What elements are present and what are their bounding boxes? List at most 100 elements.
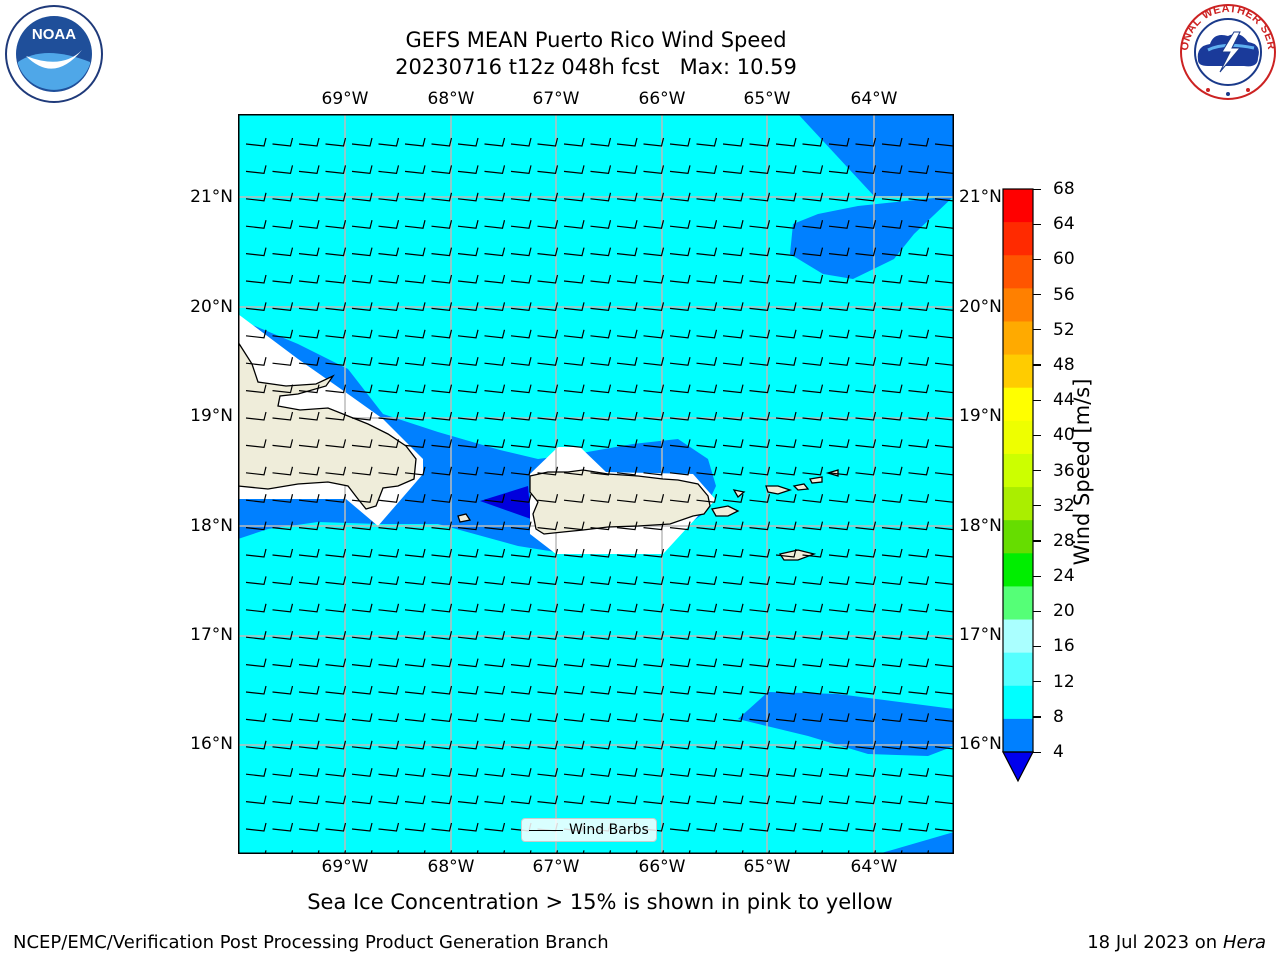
wind-barb bbox=[802, 329, 824, 339]
wind-barb bbox=[457, 822, 479, 832]
wind-barb bbox=[378, 822, 400, 832]
wind-barb bbox=[272, 768, 294, 777]
wind-barb bbox=[351, 548, 373, 558]
wind-barb bbox=[245, 302, 267, 312]
wind-barb bbox=[616, 631, 638, 640]
wind-barb bbox=[404, 685, 426, 695]
wind-barb bbox=[749, 576, 771, 586]
wind-barb bbox=[404, 384, 426, 394]
wind-barb bbox=[563, 494, 585, 503]
wind-barb bbox=[325, 439, 347, 449]
wind-barb bbox=[563, 302, 585, 312]
wind-barb bbox=[272, 439, 294, 449]
wind-barb bbox=[298, 713, 320, 723]
wind-barb bbox=[855, 247, 877, 257]
wind-barb bbox=[828, 384, 850, 394]
wind-barb bbox=[643, 411, 665, 421]
wind-barb bbox=[908, 740, 930, 750]
colorbar-tick-mark bbox=[1033, 188, 1041, 190]
wind-barb bbox=[855, 329, 877, 339]
wind-barb bbox=[351, 357, 373, 366]
wind-barb bbox=[696, 658, 718, 668]
wind-barb bbox=[828, 631, 850, 640]
wind-barb bbox=[696, 822, 718, 832]
wind-barb bbox=[431, 357, 453, 366]
wind-barb bbox=[881, 822, 903, 832]
wind-barb bbox=[616, 247, 638, 257]
wind-barb bbox=[537, 384, 559, 394]
wind-barb bbox=[669, 357, 691, 366]
wind-barb bbox=[643, 247, 665, 257]
colorbar-tick-mark bbox=[1033, 540, 1041, 542]
wind-barb bbox=[722, 439, 744, 449]
wind-barb bbox=[325, 822, 347, 832]
wind-barb bbox=[404, 439, 426, 449]
colorbar-band bbox=[1003, 487, 1033, 521]
wind-barb bbox=[616, 329, 638, 339]
colorbar-tick-label: 64 bbox=[1053, 214, 1075, 235]
wind-barb bbox=[404, 822, 426, 832]
wind-barb bbox=[881, 220, 903, 229]
wind-barb bbox=[802, 631, 824, 640]
wind-barb bbox=[828, 329, 850, 339]
wind-barb bbox=[510, 768, 532, 777]
wind-barb bbox=[749, 521, 771, 531]
wind-barb bbox=[643, 165, 665, 175]
wind-barb bbox=[828, 220, 850, 229]
wind-barb bbox=[802, 768, 824, 777]
wind-barb bbox=[590, 384, 612, 394]
wind-barb bbox=[484, 768, 506, 777]
colorbar-tick-mark bbox=[1033, 575, 1041, 577]
wind-barb bbox=[404, 247, 426, 257]
island-st-thomas bbox=[765, 485, 793, 495]
wind-barb bbox=[378, 521, 400, 531]
wind-barb bbox=[272, 631, 294, 640]
lat-label-right: 16°N bbox=[959, 734, 1002, 754]
wind-barb bbox=[775, 192, 797, 202]
wind-barb bbox=[537, 768, 559, 777]
wind-barb bbox=[749, 357, 771, 366]
wind-barb bbox=[325, 329, 347, 339]
wind-barb bbox=[669, 192, 691, 202]
wind-barb bbox=[643, 658, 665, 668]
wind-barb bbox=[590, 494, 612, 503]
wind-barb bbox=[722, 411, 744, 421]
colorbar-tick-mark bbox=[1033, 434, 1041, 436]
wind-barb bbox=[616, 576, 638, 586]
colorbar-band bbox=[1003, 619, 1033, 654]
colorbar-tick-label: 56 bbox=[1053, 284, 1075, 305]
wind-barb bbox=[696, 768, 718, 777]
wind-barb bbox=[537, 411, 559, 421]
wind-barb bbox=[510, 795, 532, 805]
wind-barb bbox=[351, 576, 373, 586]
colorbar-tick-label: 40 bbox=[1053, 425, 1075, 446]
lat-label-left: 20°N bbox=[190, 297, 233, 317]
wind-barb bbox=[245, 274, 267, 284]
wind-barb bbox=[484, 274, 506, 284]
wind-barb bbox=[828, 165, 850, 175]
wind-barb bbox=[775, 165, 797, 175]
wind-barb bbox=[378, 357, 400, 366]
wind-barb bbox=[669, 247, 691, 257]
wind-barb bbox=[272, 329, 294, 339]
wind-barb bbox=[749, 713, 771, 723]
wind-barb bbox=[510, 740, 532, 750]
wind-barb bbox=[669, 137, 691, 147]
wind-barb bbox=[537, 603, 559, 613]
wind-barb bbox=[431, 329, 453, 339]
wind-barb bbox=[298, 658, 320, 668]
wind-barb bbox=[802, 521, 824, 531]
wind-barb bbox=[325, 685, 347, 695]
wind-barb bbox=[457, 603, 479, 613]
wind-barb bbox=[696, 603, 718, 613]
wind-barb bbox=[643, 439, 665, 449]
lon-label-top: 66°W bbox=[638, 89, 686, 109]
wind-barb bbox=[616, 603, 638, 613]
colorbar-label: Wind Speed [m/s] bbox=[1070, 378, 1094, 566]
wind-barb bbox=[749, 247, 771, 257]
wind-barb bbox=[484, 631, 506, 640]
colorbar-tick-mark bbox=[1033, 470, 1041, 472]
colorbar-band bbox=[1003, 255, 1033, 289]
wind-barb bbox=[325, 274, 347, 284]
wind-barb bbox=[378, 603, 400, 613]
